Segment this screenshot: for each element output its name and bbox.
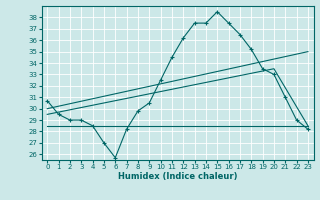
X-axis label: Humidex (Indice chaleur): Humidex (Indice chaleur)	[118, 172, 237, 181]
